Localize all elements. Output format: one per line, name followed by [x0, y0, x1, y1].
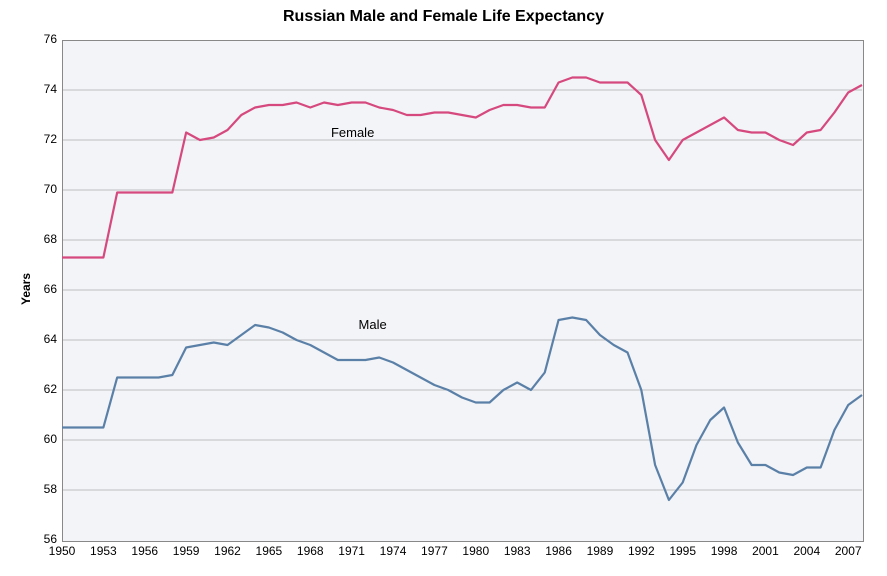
x-tick-label: 1962 [208, 544, 248, 558]
x-tick-label: 1965 [249, 544, 289, 558]
x-tick-label: 1992 [621, 544, 661, 558]
y-tick-label: 58 [32, 482, 57, 496]
series-label-female: Female [331, 125, 374, 140]
x-tick-label: 1956 [125, 544, 165, 558]
x-tick-label: 1950 [42, 544, 82, 558]
x-tick-label: 1968 [290, 544, 330, 558]
x-tick-label: 1959 [166, 544, 206, 558]
x-tick-label: 1998 [704, 544, 744, 558]
y-tick-label: 70 [32, 182, 57, 196]
x-tick-label: 1971 [332, 544, 372, 558]
y-axis-label: Years [19, 273, 33, 305]
chart-container: Russian Male and Female Life Expectancy … [0, 0, 887, 576]
x-tick-label: 1995 [663, 544, 703, 558]
y-tick-label: 72 [32, 132, 57, 146]
series-label-male: Male [359, 317, 387, 332]
y-tick-label: 66 [32, 282, 57, 296]
chart-svg [0, 0, 887, 576]
y-tick-label: 76 [32, 32, 57, 46]
x-tick-label: 1974 [373, 544, 413, 558]
y-tick-label: 60 [32, 432, 57, 446]
x-tick-label: 1980 [456, 544, 496, 558]
y-tick-label: 74 [32, 82, 57, 96]
x-tick-label: 1977 [414, 544, 454, 558]
x-tick-label: 2007 [828, 544, 868, 558]
x-tick-label: 2004 [787, 544, 827, 558]
series-male [62, 318, 862, 501]
x-tick-label: 1953 [83, 544, 123, 558]
x-tick-label: 2001 [745, 544, 785, 558]
x-tick-label: 1989 [580, 544, 620, 558]
y-tick-label: 64 [32, 332, 57, 346]
series-female [62, 78, 862, 258]
x-tick-label: 1986 [539, 544, 579, 558]
y-tick-label: 62 [32, 382, 57, 396]
x-tick-label: 1983 [497, 544, 537, 558]
y-tick-label: 68 [32, 232, 57, 246]
